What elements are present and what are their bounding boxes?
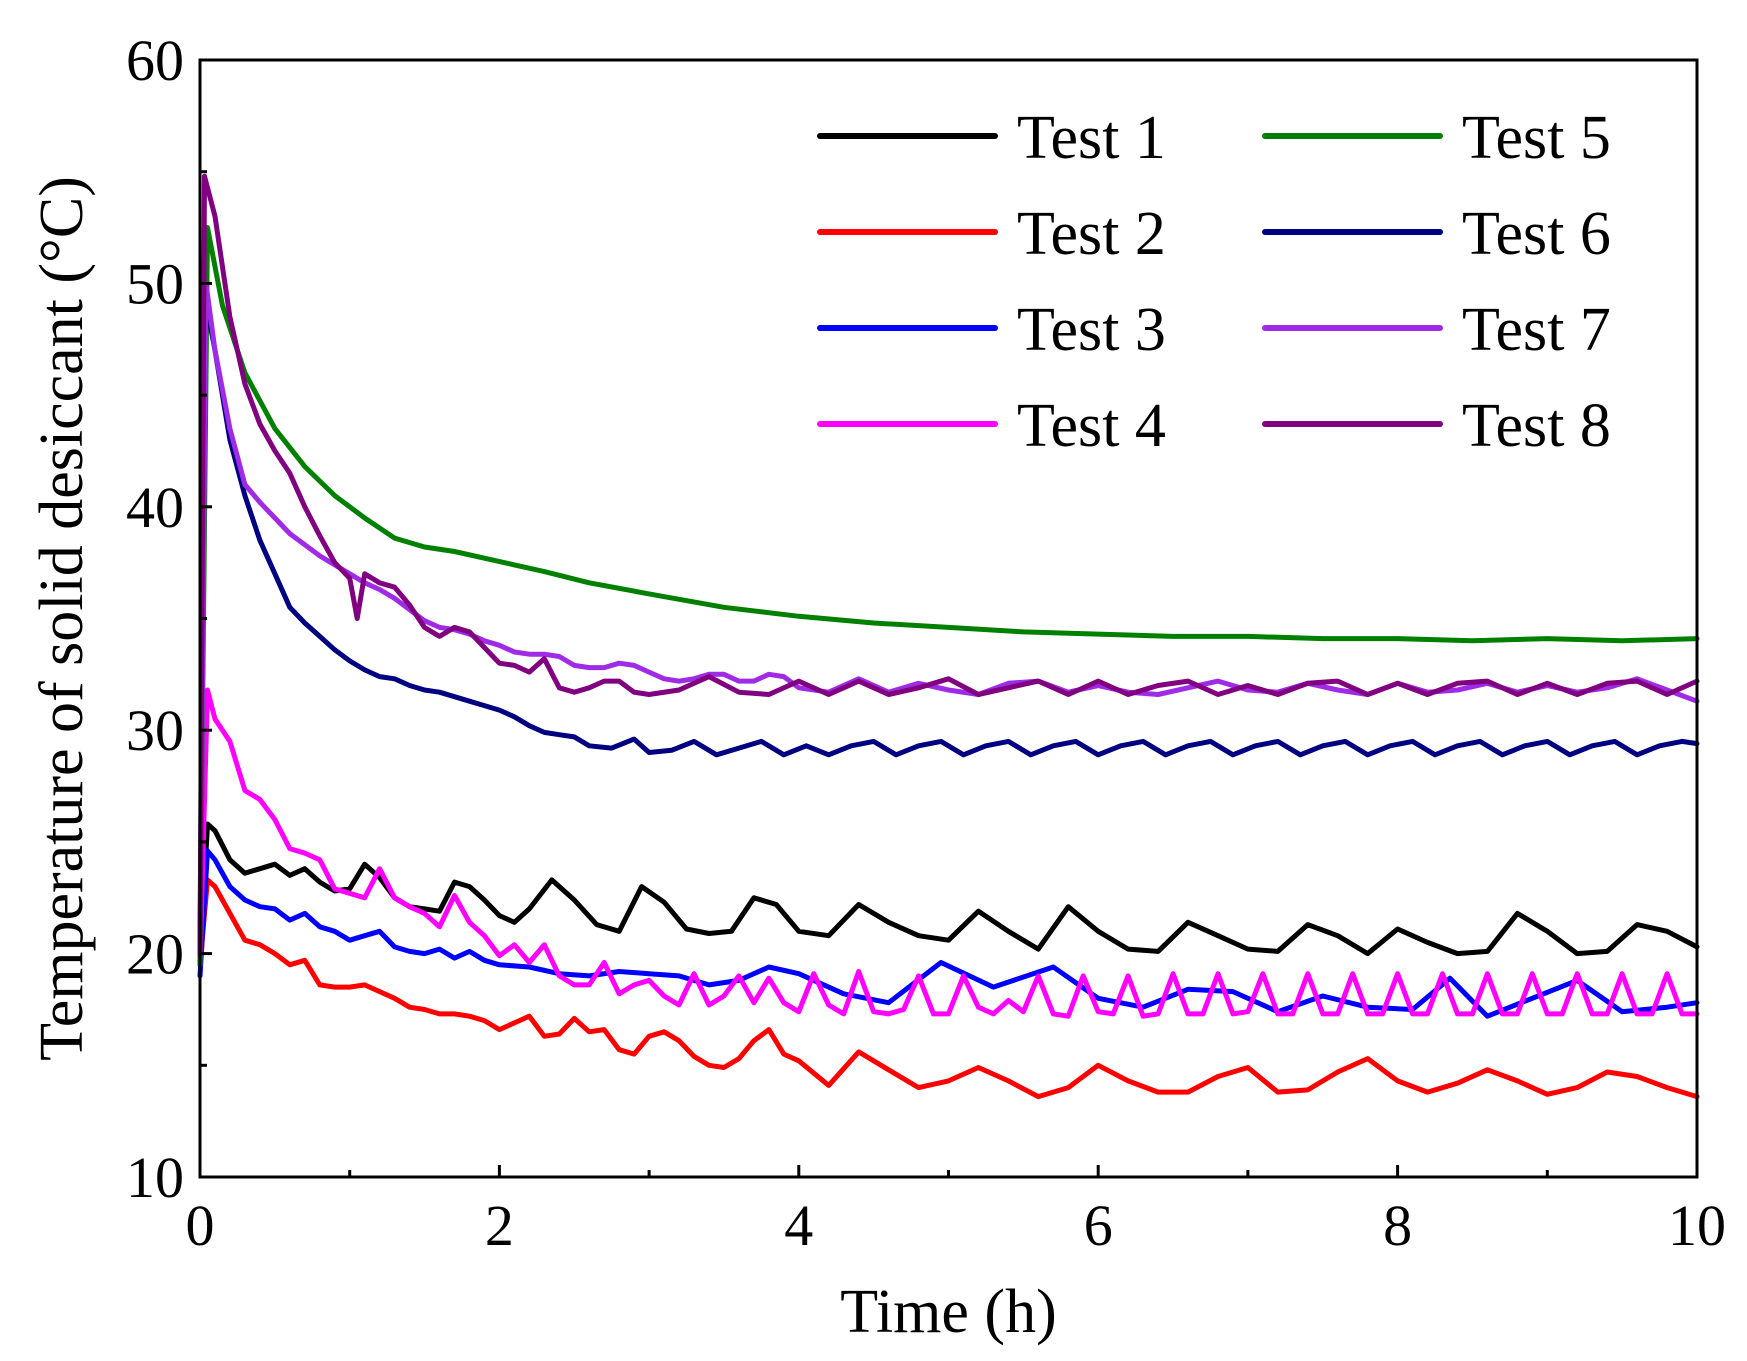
series-line-test-1 [197, 821, 1700, 968]
y-tick-label: 10 [126, 1145, 184, 1210]
x-tick-label: 8 [1383, 1193, 1412, 1258]
x-tick-label: 0 [186, 1193, 215, 1258]
y-tick-label: 50 [126, 251, 184, 316]
series-line-test-7 [197, 280, 1700, 957]
x-tick-label: 4 [784, 1193, 813, 1258]
legend-label-test-8: Test 8 [1462, 392, 1611, 460]
series-line-test-6 [197, 292, 1700, 957]
y-tick-label: 30 [126, 698, 184, 763]
x-axis-title: Time (h) [840, 1278, 1056, 1346]
x-tick-label: 2 [485, 1193, 514, 1258]
y-tick-label: 20 [126, 922, 184, 987]
legend-label-test-5: Test 5 [1462, 104, 1611, 172]
axis-ticks: 0 2 4 6 8 10 10 20 30 40 50 60 [126, 28, 1726, 1258]
x-tick-label: 10 [1668, 1193, 1726, 1258]
series-line-test-4 [197, 687, 1700, 1019]
legend-label-test-1: Test 1 [1017, 104, 1166, 172]
legend-label-test-4: Test 4 [1017, 392, 1166, 460]
legend-label-test-2: Test 2 [1017, 200, 1166, 268]
series-line-test-8 [197, 173, 1700, 957]
series-line-test-2 [197, 877, 1700, 1100]
y-tick-label: 40 [126, 475, 184, 540]
y-axis-title: Temperature of solid desiccant (°C) [28, 176, 96, 1061]
series-line-test-3 [197, 848, 1700, 1019]
legend-label-test-3: Test 3 [1017, 296, 1166, 364]
y-tick-label: 60 [126, 28, 184, 93]
series-layer [197, 173, 1700, 1100]
legend-label-test-7: Test 7 [1462, 296, 1611, 364]
series-line-test-5 [197, 225, 1700, 968]
legend: Test 1 Test 2 Test 3 Test 4 Test 5 Test 6 Test… [817, 104, 1611, 460]
x-tick-label: 6 [1084, 1193, 1113, 1258]
legend-label-test-6: Test 6 [1462, 200, 1611, 268]
